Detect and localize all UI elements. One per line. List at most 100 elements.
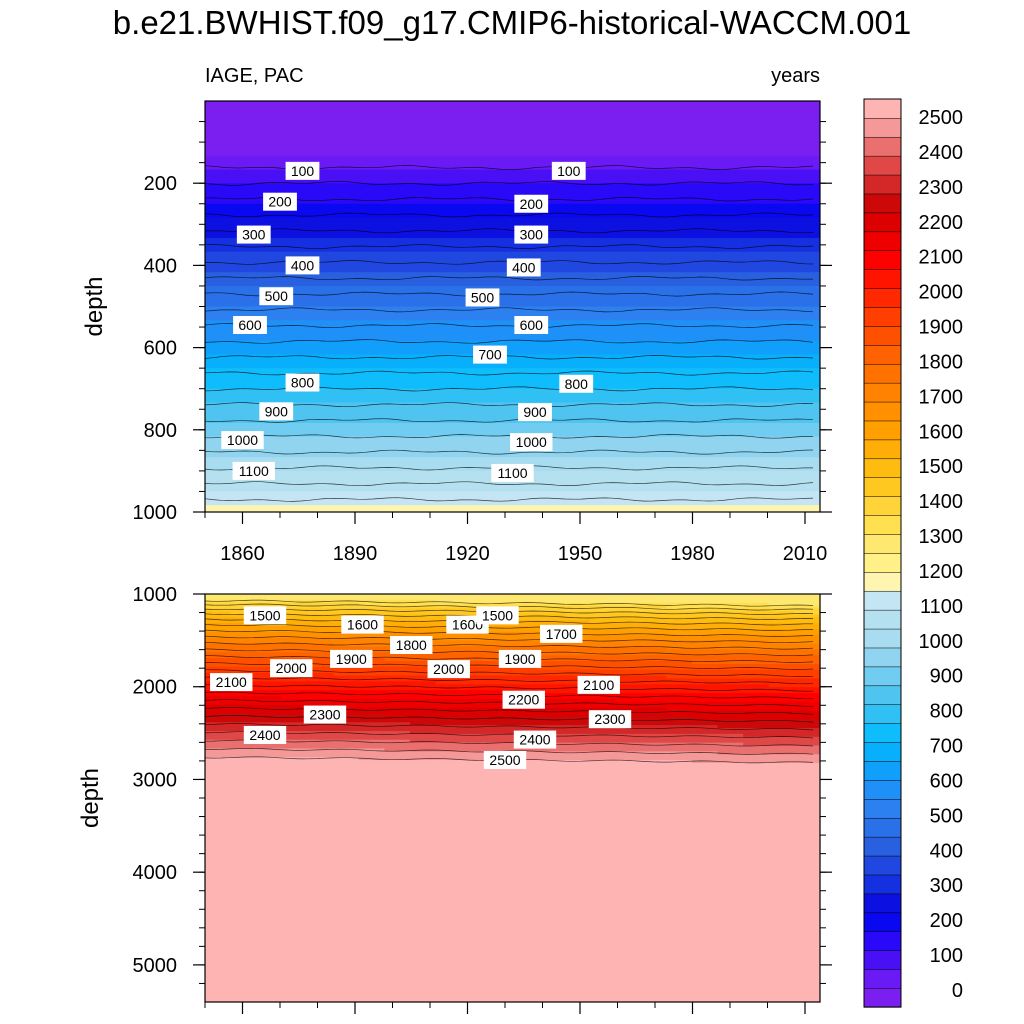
lower-fill-cell [563,908,590,913]
lower-fill-cell [384,666,411,671]
lower-fill-cell [589,742,616,747]
lower-fill-cell [435,634,462,639]
lower-fill-cell [410,946,437,951]
lower-fill-cell [691,675,719,680]
lower-fill-cell [461,908,488,913]
lower-fill-cell [256,967,283,971]
lower-fill-cell [256,771,283,776]
lower-fill-cell [512,672,539,677]
lower-fill-cell [205,713,232,717]
lower-fill-cell [307,614,334,618]
lower-fill-cell [717,969,744,974]
lower-fill-cell [384,594,411,598]
lower-fill-cell [205,719,232,723]
lower-fill-cell [410,617,437,621]
lower-fill-cell [538,894,565,898]
contour-label-box [427,660,470,679]
lower-fill-cell [717,841,744,846]
lower-fill-cell [538,719,565,723]
lower-contour-line [204,731,814,739]
lower-fill-cell [691,626,719,630]
upper-fill-band [205,155,820,164]
lower-fill-cell [691,655,719,659]
lower-fill-cell [794,806,821,811]
lower-fill-cell [768,943,795,948]
lower-fill-cell [717,736,744,741]
lower-fill-cell [435,949,462,954]
lower-fill-cell [461,789,488,793]
lower-fill-cell [768,923,795,927]
contour-label: 600 [233,315,267,334]
lower-fill-cell [743,870,770,875]
lower-fill-cell [461,631,488,636]
lower-fill-cell [358,768,385,773]
lower-fill-cell [410,661,437,665]
lower-fill-cell [435,658,462,662]
contour-label: 2400 [243,725,287,744]
y-tick-label: 400 [144,255,177,277]
lower-fill-cell [307,658,334,662]
lower-fill-cell [410,841,437,846]
lower-fill-cell [486,832,514,837]
lower-fill-cell [384,652,411,656]
lower-fill-cell [563,617,590,621]
lower-fill-cell [512,637,539,642]
lower-fill-cell [717,602,744,607]
lower-fill-cell [307,669,334,674]
lower-fill-cell [205,929,232,933]
lower-fill-cell [384,763,411,767]
contour-label: 2000 [427,660,470,679]
lower-fill-cell [256,996,283,1000]
lower-fill-cell [384,730,411,735]
lower-fill-cell [435,908,462,913]
lower-fill-cell [410,806,437,811]
lower-fill-cell [333,955,360,959]
lower-fill-cell [589,862,616,866]
lower-fill-cell [410,940,437,945]
lower-fill-cell [563,926,590,930]
colorbar-label: 1200 [919,561,964,583]
lower-fill-cell [256,701,283,706]
lower-fill-cell [333,608,360,613]
lower-fill-cell [666,690,693,694]
lower-fill-cell [410,803,437,808]
lower-fill-cell [717,798,744,802]
contour-label-box [233,315,267,334]
lower-fill-cell [410,859,437,863]
lower-fill-cell [794,949,821,954]
colorbar-label: 2000 [919,282,964,304]
colorbar-label: 200 [930,910,963,932]
lower-fill-cell [563,751,590,755]
lower-fill-cell [205,999,232,1003]
contour-label: 300 [236,225,271,244]
lower-fill-cell [666,996,693,1000]
lower-fill-cell [666,865,693,869]
lower-fill-cell [563,888,590,892]
lower-fill-cell [205,952,232,956]
lower-fill-cell [435,789,462,793]
lower-fill-cell [563,999,590,1003]
lower-fill-cell [538,964,565,968]
lower-fill-cell [358,704,385,709]
lower-fill-cell [589,663,616,668]
upper-fill-band [205,251,820,260]
contour-label-text: 1100 [239,463,269,479]
lower-fill-cell [615,978,642,983]
lower-fill-cell [717,649,744,653]
lower-fill-cell [281,754,309,758]
lower-fill-cell [640,800,667,805]
lower-fill-cell [743,873,770,878]
lower-fill-cell [615,900,642,904]
lower-fill-cell [256,815,283,819]
colorbar-swatch [863,98,902,119]
colorbar-label: 2100 [919,247,964,269]
lower-fill-cell [717,902,744,907]
lower-fill-cell [691,917,719,921]
lower-fill-cell [512,594,539,598]
lower-fill-cell [410,765,437,770]
lower-fill-cell [205,620,232,624]
lower-fill-cell [768,917,795,921]
lower-fill-cell [691,698,719,703]
lower-fill-cell [717,926,744,930]
colorbar-label: 300 [930,875,963,897]
